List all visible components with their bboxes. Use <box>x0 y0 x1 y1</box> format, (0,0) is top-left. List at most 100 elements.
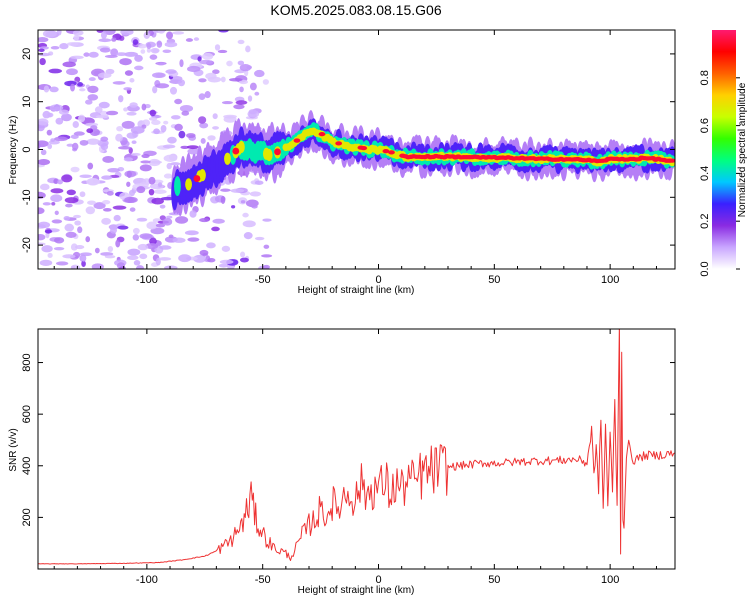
spectrogram-noise-speck <box>218 263 229 268</box>
spectrogram-noise-speck <box>51 201 56 206</box>
spectrogram-noise-speck <box>66 143 74 147</box>
spectrogram-noise-speck <box>78 114 86 123</box>
spectrogram-ridge-cell <box>388 150 395 155</box>
spectrogram-noise-speck <box>167 136 177 144</box>
spectrogram-noise-speck <box>72 121 79 128</box>
spectrogram-noise-speck <box>50 45 60 50</box>
spectrogram-y-axis-label: Frequency (Hz) <box>8 116 19 185</box>
spectrogram-noise-speck <box>162 49 172 54</box>
spectrogram-noise-speck <box>212 113 218 120</box>
spectrogram-noise-speck <box>39 57 46 66</box>
spectrogram-noise-speck <box>129 102 138 108</box>
spectrogram-noise-speck <box>129 78 135 83</box>
spectrogram-noise-speck <box>70 264 81 269</box>
spectrogram-noise-speck <box>254 91 260 96</box>
spectrogram-noise-speck <box>38 140 49 148</box>
spectrogram-noise-speck <box>98 72 112 79</box>
colorbar-tick-label: 0.4 <box>699 166 711 181</box>
spectrogram-noise-speck <box>75 244 85 250</box>
spectrogram-noise-speck <box>155 223 166 228</box>
spectrogram-noise-speck <box>166 162 172 170</box>
colorbar-tick-label: 0.8 <box>699 70 711 85</box>
spectrogram-noise-speck <box>233 104 245 110</box>
spectrogram-noise-speck <box>100 136 109 142</box>
spectrogram-noise-speck <box>150 237 157 243</box>
spectrogram-noise-speck <box>175 216 189 224</box>
spectrogram-y-tick-label: -10 <box>21 189 33 205</box>
spectrogram-noise-speck <box>46 129 53 136</box>
spectrogram-noise-speck <box>87 162 94 170</box>
spectrogram-noise-speck <box>88 51 99 58</box>
spectrogram-noise-speck <box>43 85 50 93</box>
spectrogram-noise-speck <box>119 58 132 66</box>
spectrogram-noise-speck <box>146 221 158 230</box>
spectrogram-ridge-cell <box>335 141 343 146</box>
spectrogram-noise-speck <box>156 62 166 66</box>
spectrogram-noise-speck <box>87 94 99 101</box>
spectrogram-noise-speck <box>107 167 120 173</box>
spectrogram-noise-speck <box>47 143 53 150</box>
spectrogram-noise-speck <box>145 242 159 250</box>
spectrogram-x-axis: -100 -50 0 50 100 <box>53 30 657 286</box>
spectrogram-noise-speck <box>124 70 134 76</box>
spectrogram-noise-speck <box>212 69 220 74</box>
spectrogram-noise-speck <box>162 144 176 149</box>
spectrogram-noise-speck <box>262 218 272 222</box>
spectrogram-noise-speck <box>100 252 114 257</box>
spectrogram-noise-speck <box>220 76 226 83</box>
spectrogram-noise-speck <box>199 218 210 223</box>
spectrogram-noise-speck <box>172 31 185 35</box>
spectrogram-noise-speck <box>228 78 243 82</box>
spectrogram-noise-speck <box>70 134 79 139</box>
spectrogram-noise-speck <box>237 60 245 66</box>
spectrogram-noise-speck <box>140 160 151 164</box>
spectrogram-noise-speck <box>220 188 231 192</box>
spectrogram-y-tick-label: 20 <box>21 48 33 60</box>
spectrogram-noise-speck <box>198 116 207 124</box>
snr-x-tick-label: -100 <box>136 574 158 586</box>
spectrogram-noise-speck <box>148 176 156 185</box>
spectrogram-noise-speck <box>64 223 75 232</box>
spectrogram-noise-speck <box>262 79 269 85</box>
spectrogram-noise-speck <box>115 52 127 57</box>
spectrogram-noise-speck <box>81 260 86 267</box>
spectrogram-noise-speck <box>248 109 257 115</box>
spectrogram-noise-speck <box>174 123 183 131</box>
spectrogram-noise-speck <box>107 245 114 252</box>
spectrogram-noise-speck <box>155 83 170 89</box>
spectrogram-noise-speck <box>77 226 83 234</box>
spectrogram-noise-speck <box>94 247 100 254</box>
spectrogram-noise-speck <box>141 103 147 111</box>
spectrogram-ridge-cell <box>382 148 390 154</box>
colorbar: 0.0 0.2 0.4 0.6 0.8 Normalized spectral ampl… <box>699 30 748 277</box>
spectrogram-noise-speck <box>152 72 166 79</box>
spectrogram-noise-speck <box>137 243 149 251</box>
spectrogram-noise-speck <box>152 85 158 94</box>
spectrogram-noise-speck <box>178 254 192 263</box>
spectrogram-noise-speck <box>226 60 233 67</box>
spectrogram-noise-speck <box>123 87 132 91</box>
spectrogram-noise-speck <box>64 80 77 87</box>
spectrogram-noise-speck <box>62 254 76 259</box>
spectrogram-noise-speck <box>179 59 184 68</box>
spectrogram-noise-speck <box>48 68 62 74</box>
spectrogram-noise-speck <box>131 140 137 145</box>
snr-x-axis-label: Height of straight line (km) <box>298 585 415 596</box>
spectrogram-noise-speck <box>242 220 256 228</box>
spectrogram-noise-speck <box>157 182 163 188</box>
spectrogram-noise-speck <box>134 65 144 71</box>
spectrogram-noise-speck <box>85 236 91 243</box>
spectrogram-noise-speck <box>61 113 72 122</box>
snr-y-tick-label: 800 <box>21 353 33 371</box>
spectrogram-x-tick-label: -50 <box>255 274 271 286</box>
spectrogram-noise-speck <box>128 189 135 197</box>
spectrogram-ridge-cell <box>199 169 206 182</box>
snr-y-tick-label: 400 <box>21 457 33 475</box>
spectrogram-noise-speck <box>263 244 270 249</box>
spectrogram-noise-speck <box>204 91 211 99</box>
spectrogram-noise-speck <box>126 132 138 139</box>
spectrogram-y-axis: -20 -10 0 10 20 <box>21 48 675 253</box>
spectrogram-noise-speck <box>193 37 200 41</box>
spectrogram-noise-speck <box>134 54 143 62</box>
spectrogram-ridge-cell <box>224 152 231 165</box>
